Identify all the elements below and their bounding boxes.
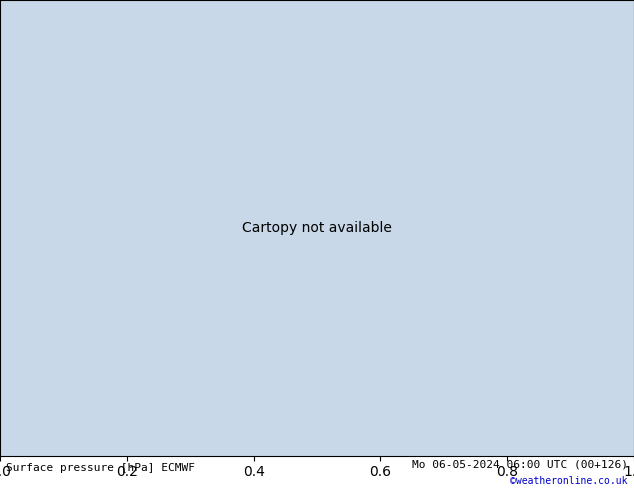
Text: Surface pressure [hPa] ECMWF: Surface pressure [hPa] ECMWF	[6, 463, 195, 473]
Text: Mo 06-05-2024 06:00 UTC (00+126): Mo 06-05-2024 06:00 UTC (00+126)	[411, 459, 628, 469]
Text: Cartopy not available: Cartopy not available	[242, 221, 392, 235]
Text: ©weatheronline.co.uk: ©weatheronline.co.uk	[510, 476, 628, 487]
